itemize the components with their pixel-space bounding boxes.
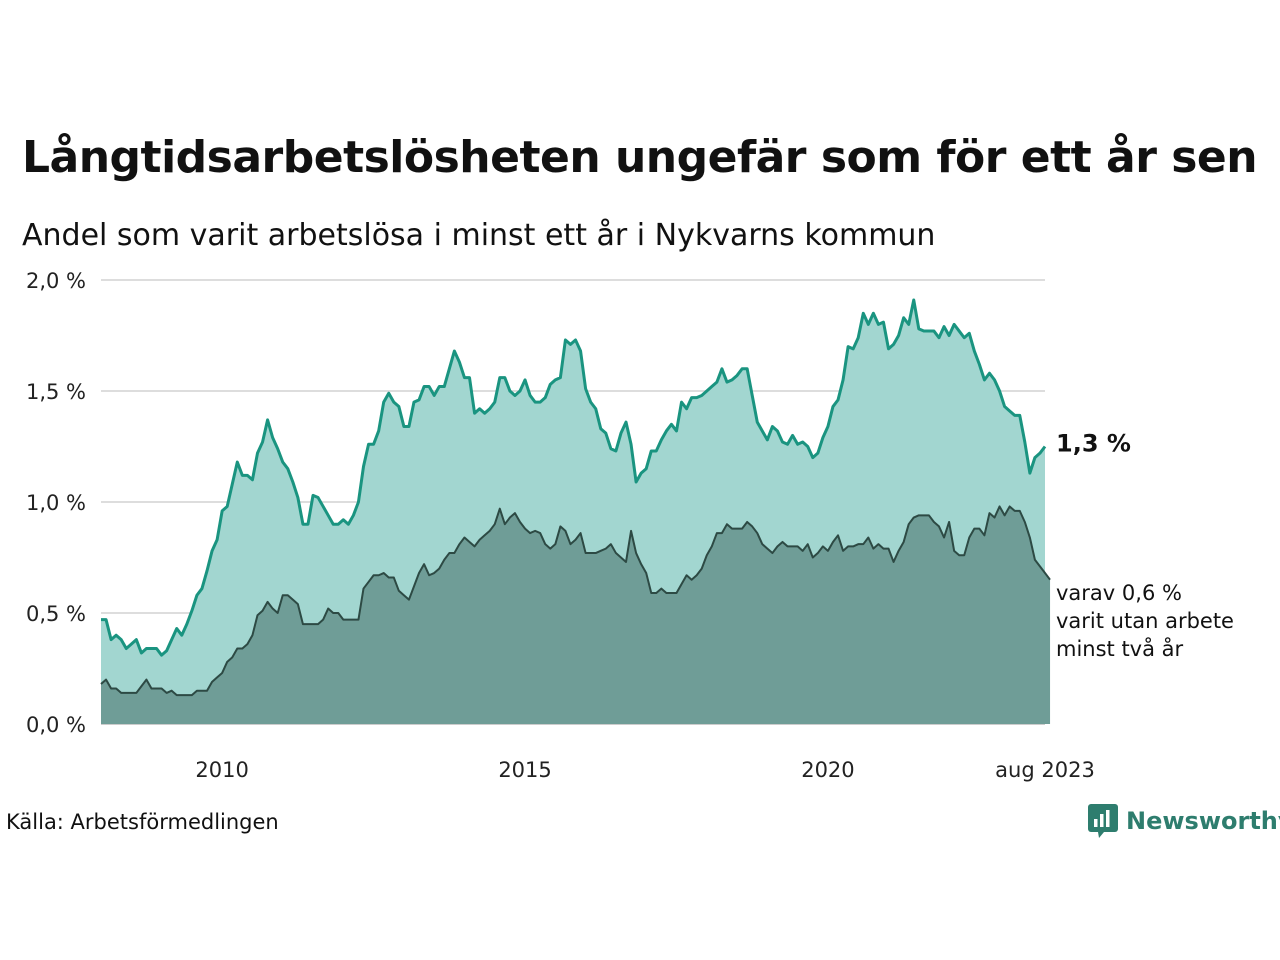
end-label-total: 1,3 % [1056, 430, 1131, 458]
x-tick-label: aug 2023 [995, 758, 1095, 782]
y-tick-label: 0,0 % [26, 713, 86, 737]
series-line-total [101, 298, 1047, 657]
brand-name: Newsworthy [1126, 807, 1280, 835]
brand-logo[interactable]: Newsworthy [1088, 804, 1280, 838]
series-lines [100, 298, 1051, 697]
source-credit: Källa: Arbetsförmedlingen [6, 810, 279, 834]
end-label-long-line-1: varav 0,6 % [1056, 581, 1182, 605]
y-tick-label: 1,5 % [26, 380, 86, 404]
end-label-long-line-2: varit utan arbete [1056, 609, 1234, 633]
end-label-long-line-3: minst två år [1056, 636, 1184, 661]
y-tick-label: 0,5 % [26, 602, 86, 626]
x-axis-ticks: 2010 2015 2020 aug 2023 [195, 758, 1094, 782]
y-tick-label: 1,0 % [26, 491, 86, 515]
newsworthy-logo-icon [1088, 804, 1118, 838]
chart-subtitle: Andel som varit arbetslösa i minst ett å… [22, 218, 936, 253]
y-axis-ticks: 0,0 % 0,5 % 1,0 % 1,5 % 2,0 % [26, 269, 86, 737]
x-tick-label: 2020 [801, 758, 854, 782]
series-area-long [101, 506, 1051, 724]
series-line-long [100, 505, 1051, 697]
y-tick-label: 2,0 % [26, 269, 86, 293]
x-tick-label: 2010 [195, 758, 248, 782]
series-areas [101, 299, 1051, 724]
x-tick-label: 2015 [498, 758, 551, 782]
chart-title: Långtidsarbetslösheten ungefär som för e… [22, 132, 1258, 183]
